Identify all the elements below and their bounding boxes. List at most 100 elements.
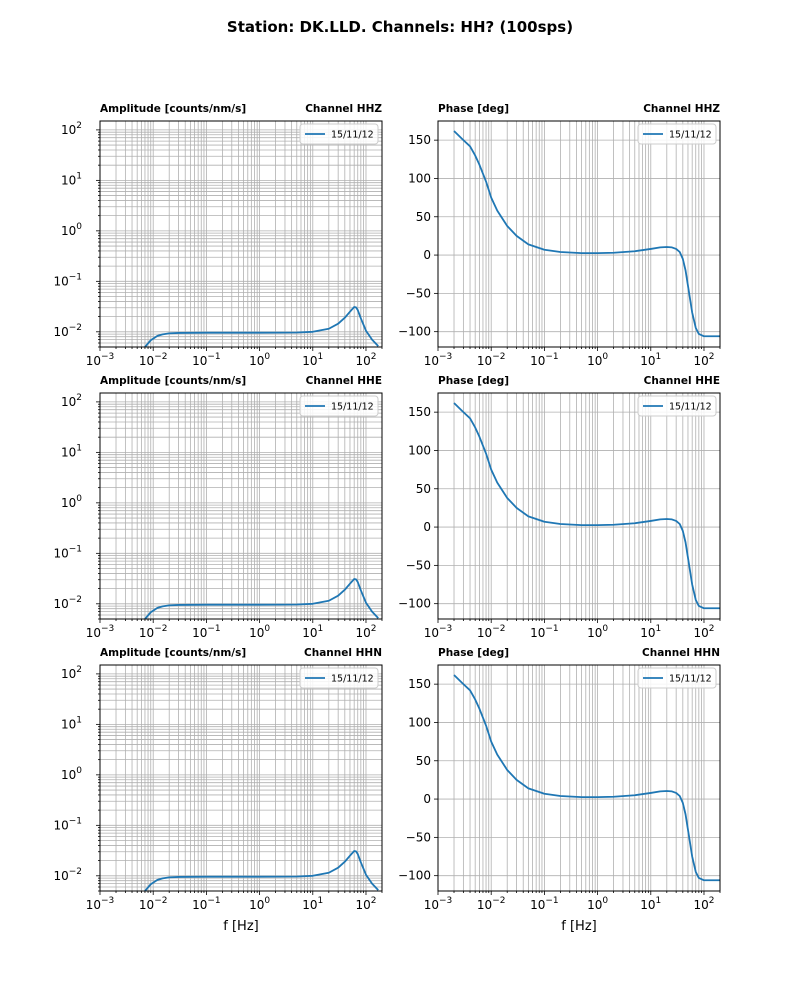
x-tick-label: 10−3 <box>424 896 453 912</box>
series-line-15-11-12 <box>453 402 720 610</box>
x-tick-label: 10−3 <box>424 352 453 368</box>
y-tick-label: −100 <box>398 869 431 883</box>
grid <box>100 121 382 347</box>
y-tick-label: 10−1 <box>53 816 82 832</box>
y-tick-label: 102 <box>61 393 82 409</box>
axes-frame <box>99 392 383 620</box>
axes-frame <box>99 664 383 892</box>
legend-box <box>637 395 717 417</box>
y-tick-label: 100 <box>408 443 431 457</box>
y-tick-label: 0 <box>423 792 431 806</box>
legend: 15/11/12 <box>637 395 717 417</box>
x-tick-label: 100 <box>587 624 608 640</box>
legend-label: 15/11/12 <box>669 402 712 413</box>
panel-amplitude-hhn: 10−3 10−2 10−1 100 101 10210−210−1100101102Am… <box>53 647 383 934</box>
y-tick-label: 101 <box>61 443 82 459</box>
legend-label: 15/11/12 <box>331 130 374 141</box>
x-tick-label: 100 <box>587 352 608 368</box>
legend: 15/11/12 <box>637 667 717 689</box>
figure-title: Station: DK.LLD. Channels: HH? (100sps) <box>227 18 573 36</box>
y-tick-label: −50 <box>406 558 431 572</box>
panel-title: Amplitude [counts/nm/s] <box>100 647 246 659</box>
y-tick-label: 102 <box>61 665 82 681</box>
x-tick-label: 10−2 <box>477 896 506 912</box>
y-tick-label: 50 <box>416 210 431 224</box>
legend: 15/11/12 <box>637 123 717 145</box>
channel-label: Channel HHN <box>304 647 382 659</box>
x-tick-label: 102 <box>693 624 714 640</box>
y-tick-label: −50 <box>406 830 431 844</box>
legend: 15/11/12 <box>299 667 379 689</box>
axes-frame <box>437 392 721 620</box>
grid <box>100 665 382 891</box>
x-tick-label: 101 <box>302 352 323 368</box>
x-tick-label: 100 <box>249 352 270 368</box>
series-line-15-11-12 <box>144 578 379 619</box>
y-tick-label: 10−2 <box>53 867 82 883</box>
y-tick-label: −50 <box>406 286 431 300</box>
x-tick-label: 10−3 <box>86 352 115 368</box>
x-tick-label: 10−2 <box>139 896 168 912</box>
channel-label: Channel HHE <box>306 375 382 387</box>
y-tick-label: 150 <box>408 133 431 147</box>
x-tick-label: 102 <box>355 352 376 368</box>
x-tick-label: 10−2 <box>139 352 168 368</box>
channel-label: Channel HHZ <box>643 103 720 115</box>
x-tick-label: 10−2 <box>477 624 506 640</box>
x-tick-label: 10−3 <box>424 624 453 640</box>
x-tick-label: 100 <box>587 896 608 912</box>
y-tick-label: 100 <box>61 494 82 510</box>
x-tick-label: 102 <box>693 352 714 368</box>
legend-box <box>299 667 379 689</box>
x-tick-label: 10−1 <box>530 352 559 368</box>
axes-frame <box>437 120 721 348</box>
panel-title: Amplitude [counts/nm/s] <box>100 103 246 115</box>
axes-frame <box>437 664 721 892</box>
x-tick-label: 10−1 <box>530 896 559 912</box>
panel-phase-hhe: 10−3 10−2 10−1 100 101 102 −100 −50 0 50 100 150 Pha… <box>398 375 721 640</box>
legend-label: 15/11/12 <box>331 402 374 413</box>
grid <box>438 665 720 891</box>
grid <box>438 393 720 619</box>
series-line-15-11-12 <box>453 130 720 338</box>
x-tick-label: 101 <box>302 896 323 912</box>
x-axis-label: f [Hz] <box>561 919 596 934</box>
y-tick-label: 150 <box>408 405 431 419</box>
y-tick-label: 101 <box>61 171 82 187</box>
legend-box <box>637 123 717 145</box>
x-tick-label: 101 <box>640 352 661 368</box>
panels: 10−3 10−2 10−1 100 101 102 10−2 10−1 100 101 102 Am… <box>53 103 721 934</box>
y-tick-label: 0 <box>423 248 431 262</box>
panel-amplitude-hhe: 10−3 10−2 10−1 100 101 10210−210−1100101102Am… <box>53 375 383 640</box>
legend-box <box>299 123 379 145</box>
legend: 15/11/12 <box>299 395 379 417</box>
panel-amplitude-hhz: 10−3 10−2 10−1 100 101 10210−210−1100101102Am… <box>53 103 383 368</box>
series-line-15-11-12 <box>144 306 379 347</box>
legend: 15/11/12 <box>299 123 379 145</box>
panel-title: Phase [deg] <box>438 103 509 115</box>
x-tick-label: 100 <box>249 896 270 912</box>
y-tick-label: 101 <box>61 715 82 731</box>
y-tick-label: 0 <box>423 520 431 534</box>
legend-label: 15/11/12 <box>669 674 712 685</box>
y-tick-label: −100 <box>398 325 431 339</box>
series-line-15-11-12 <box>144 850 379 891</box>
x-tick-label: 100 <box>249 624 270 640</box>
series-line-15-11-12 <box>453 674 720 882</box>
x-tick-label: 101 <box>640 624 661 640</box>
channel-label: Channel HHE <box>644 375 720 387</box>
axes-frame <box>99 120 383 348</box>
y-tick-label: 100 <box>61 222 82 238</box>
x-tick-label: 102 <box>355 624 376 640</box>
panel-title: Phase [deg] <box>438 647 509 659</box>
x-tick-label: 10−1 <box>192 896 221 912</box>
x-tick-label: 101 <box>302 624 323 640</box>
x-tick-label: 10−1 <box>530 624 559 640</box>
legend-box <box>637 667 717 689</box>
x-axis-label: f [Hz] <box>223 919 258 934</box>
legend-label: 15/11/12 <box>669 130 712 141</box>
panel-phase-hhz: 10−3 10−2 10−1 100 101 102 −100 −50 0 50 100 150 Pha… <box>398 103 721 368</box>
y-tick-label: 100 <box>408 715 431 729</box>
y-tick-label: −100 <box>398 597 431 611</box>
